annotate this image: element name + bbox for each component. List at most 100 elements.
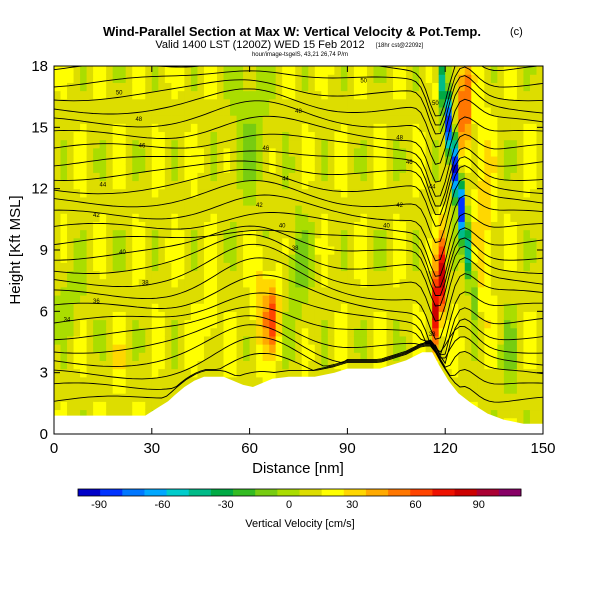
velocity-cell [458, 286, 466, 296]
velocity-cell [497, 327, 505, 337]
velocity-cell [67, 401, 75, 411]
velocity-cell [184, 180, 192, 190]
velocity-cell [177, 335, 185, 345]
velocity-cell [523, 229, 531, 239]
velocity-cell [80, 213, 88, 222]
velocity-cell [393, 164, 401, 173]
velocity-cell [125, 229, 133, 239]
velocity-cell [132, 74, 140, 83]
velocity-cell [210, 155, 218, 165]
velocity-cell [386, 335, 394, 345]
colorbar: -90 -60 -30 0 30 60 90 [77, 488, 522, 511]
velocity-cell [451, 254, 459, 263]
velocity-cell [353, 311, 362, 321]
velocity-cell [516, 393, 525, 402]
velocity-cell [373, 270, 381, 280]
velocity-cell [321, 229, 329, 239]
velocity-cell [432, 213, 440, 222]
velocity-cell [210, 66, 218, 75]
velocity-cell [477, 376, 485, 386]
velocity-cell [321, 155, 329, 165]
velocity-cell [145, 74, 153, 83]
contour-label: 48 [295, 109, 302, 115]
velocity-cell [106, 74, 114, 83]
velocity-cell [158, 155, 166, 165]
velocity-cell [334, 123, 342, 133]
velocity-cell [471, 205, 479, 214]
velocity-cell [406, 98, 414, 108]
velocity-cell [438, 352, 446, 361]
velocity-cell [529, 352, 538, 361]
velocity-cell [119, 164, 127, 173]
velocity-cell [510, 262, 518, 272]
velocity-cell [353, 237, 362, 247]
velocity-cell [262, 164, 270, 173]
velocity-cell [138, 213, 146, 222]
velocity-cell [347, 245, 355, 255]
theta-contour [54, 315, 543, 354]
velocity-cell [516, 196, 525, 206]
velocity-cell [353, 66, 362, 75]
velocity-cell [419, 327, 427, 337]
velocity-cell [171, 221, 179, 231]
velocity-cell [210, 311, 218, 321]
velocity-cell [308, 205, 316, 214]
velocity-cell [308, 82, 316, 92]
colorbar-tick-label: 60 [409, 499, 421, 511]
velocity-cell [321, 360, 329, 370]
velocity-cell [523, 335, 531, 345]
velocity-cell [203, 164, 212, 173]
velocity-cell [484, 237, 492, 247]
velocity-cell [295, 352, 303, 361]
velocity-cell [106, 368, 114, 378]
velocity-cell [80, 66, 88, 75]
velocity-cell [203, 147, 212, 157]
velocity-cell [125, 393, 133, 402]
velocity-cell [477, 335, 485, 345]
velocity-cell [119, 376, 127, 386]
velocity-cell [184, 278, 192, 288]
velocity-cell [217, 286, 225, 296]
velocity-cell [347, 278, 355, 288]
velocity-cell [490, 172, 498, 182]
velocity-cell [243, 123, 251, 133]
velocity-cell [106, 360, 114, 370]
velocity-cell [353, 229, 362, 239]
velocity-cell [314, 196, 322, 206]
velocity-cell [386, 278, 394, 288]
velocity-cell [393, 74, 401, 83]
velocity-cell [321, 205, 329, 214]
velocity-cell [145, 180, 153, 190]
velocity-cell [210, 262, 218, 272]
velocity-cell [230, 368, 238, 378]
velocity-cell [282, 164, 290, 173]
velocity-cell [86, 278, 94, 288]
velocity-cell [497, 205, 505, 214]
velocity-cell [347, 66, 355, 75]
velocity-cell [256, 106, 264, 116]
contour-label: 34 [64, 318, 71, 324]
theta-contour [54, 324, 543, 367]
velocity-cell [471, 360, 479, 370]
velocity-cell [366, 196, 375, 206]
velocity-cell [451, 327, 459, 337]
velocity-cell [217, 98, 225, 108]
velocity-cell [301, 344, 309, 353]
velocity-cell [119, 237, 127, 247]
velocity-cell [327, 335, 335, 345]
velocity-cell [373, 74, 381, 83]
velocity-cell [99, 319, 107, 329]
velocity-cell [445, 237, 453, 247]
velocity-cell [54, 139, 62, 149]
velocity-cell [301, 294, 309, 304]
velocity-cell [484, 376, 492, 386]
velocity-cell [256, 172, 264, 182]
velocity-cell [529, 401, 538, 411]
velocity-cell [464, 196, 472, 206]
velocity-cell [516, 368, 525, 378]
velocity-cell [497, 352, 505, 361]
theta-contour [54, 66, 543, 126]
velocity-cell [184, 262, 192, 272]
velocity-cell [497, 147, 505, 157]
colorbar-swatch [476, 489, 500, 496]
